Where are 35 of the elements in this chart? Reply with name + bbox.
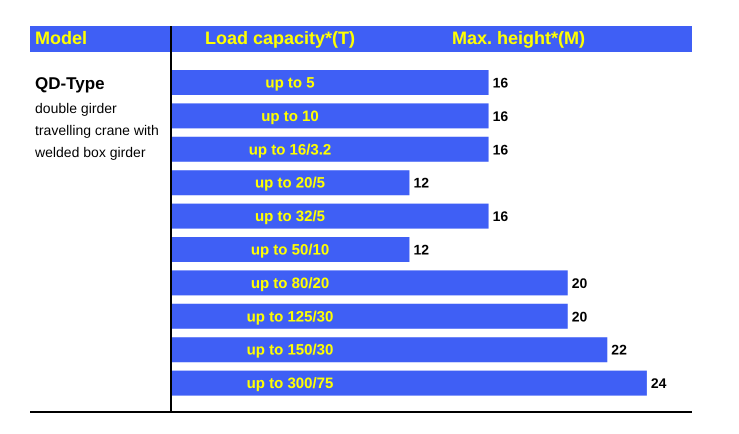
y-tick-label: up to 150/30 [246,342,334,359]
data-label: 20 [572,274,588,291]
y-tick-label: up to 10 [261,108,319,125]
data-label: 16 [492,208,508,224]
bar [172,70,489,96]
data-label: 16 [492,74,508,90]
bar [172,370,647,396]
data-label: 12 [413,174,430,191]
data-label: 20 [572,308,588,324]
x-axis-title: Max. height*(M) [452,28,585,49]
bar [172,103,489,128]
y-tick-label: up to 80/20 [250,274,330,292]
y-tick-label: up to 300/75 [246,375,334,392]
bar [172,337,608,362]
bar [172,170,410,196]
y-tick-label: up to 5 [265,74,315,92]
text: QD-Type [35,74,105,94]
y-tick-label: up to 16/3.2 [248,141,332,158]
y-tick-label: up to 50/10 [250,242,330,259]
bar [172,270,568,296]
bar [172,136,489,162]
data-label: 16 [492,141,508,158]
y-tick-label: up to 32/5 [254,208,326,226]
y-tick-label: up to 20/5 [254,174,326,192]
data-label: 16 [492,108,508,124]
text: Model [35,28,87,49]
text: double girder travelling crane with welded box girder [35,99,160,162]
data-label: 12 [413,241,430,258]
bar [172,237,410,262]
data-label: 22 [611,342,628,358]
bar [172,204,489,229]
y-axis-title: Load capacity*(T) [205,28,356,49]
bar [172,304,568,329]
y-tick-label: up to 125/30 [246,308,334,326]
data-label: 24 [650,375,667,392]
